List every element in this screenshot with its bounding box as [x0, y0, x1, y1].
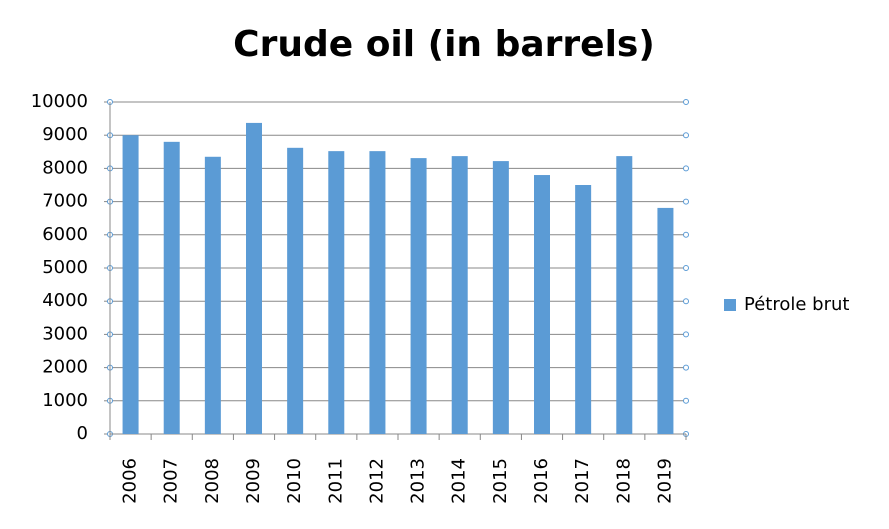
bar — [451, 156, 468, 434]
y-tick-label: 8000 — [42, 157, 88, 178]
x-tick-label: 2017 — [572, 458, 593, 504]
bar — [410, 158, 427, 434]
x-tick-label: 2007 — [161, 458, 182, 504]
x-tick-label: 2014 — [449, 458, 470, 504]
grid-marker — [683, 331, 689, 338]
chart-title: Crude oil (in barrels) — [233, 24, 655, 65]
y-tick-label: 7000 — [42, 191, 88, 212]
bar — [492, 161, 509, 434]
x-tick-label: 2012 — [366, 458, 387, 504]
y-tick-label: 9000 — [42, 124, 88, 145]
x-tick-label: 2006 — [120, 458, 141, 504]
x-tick-label: 2008 — [202, 458, 223, 504]
bar — [369, 151, 386, 435]
grid-marker — [683, 397, 689, 404]
bar — [122, 135, 139, 434]
bar — [246, 122, 262, 434]
y-tick-label: 5000 — [42, 257, 88, 278]
grid-marker — [683, 198, 689, 205]
bar — [328, 151, 345, 435]
grid-marker — [683, 298, 689, 305]
x-tick-label: 2019 — [654, 458, 675, 504]
bar — [204, 156, 221, 434]
x-tick-label: 2010 — [284, 458, 305, 504]
y-tick-label: 6000 — [42, 224, 88, 245]
legend-swatch — [724, 299, 736, 311]
bar — [657, 207, 674, 434]
bar — [534, 175, 550, 435]
x-tick-label: 2011 — [325, 458, 346, 504]
x-tick-label: 2013 — [408, 458, 429, 504]
grid-marker — [683, 265, 689, 271]
y-tick-label: 1000 — [42, 390, 88, 411]
grid-marker — [683, 132, 689, 139]
y-tick-label: 2000 — [42, 357, 88, 378]
y-tick-label: 3000 — [42, 323, 88, 344]
bar — [163, 141, 180, 434]
grid-marker — [683, 99, 689, 105]
y-tick-label: 0 — [77, 423, 88, 444]
grid-marker — [683, 231, 689, 238]
bar — [616, 156, 633, 434]
x-tick-label: 2015 — [490, 458, 511, 504]
x-tick-label: 2016 — [531, 458, 552, 504]
x-tick-label: 2018 — [613, 458, 634, 504]
grid-marker — [683, 364, 689, 371]
grid-marker — [683, 165, 689, 172]
bar — [287, 147, 304, 435]
bar — [575, 185, 592, 434]
legend-label: Pétrole brut — [744, 294, 849, 315]
x-tick-label: 2009 — [243, 458, 264, 504]
y-tick-label: 10000 — [31, 91, 88, 112]
y-tick-label: 4000 — [42, 290, 88, 311]
